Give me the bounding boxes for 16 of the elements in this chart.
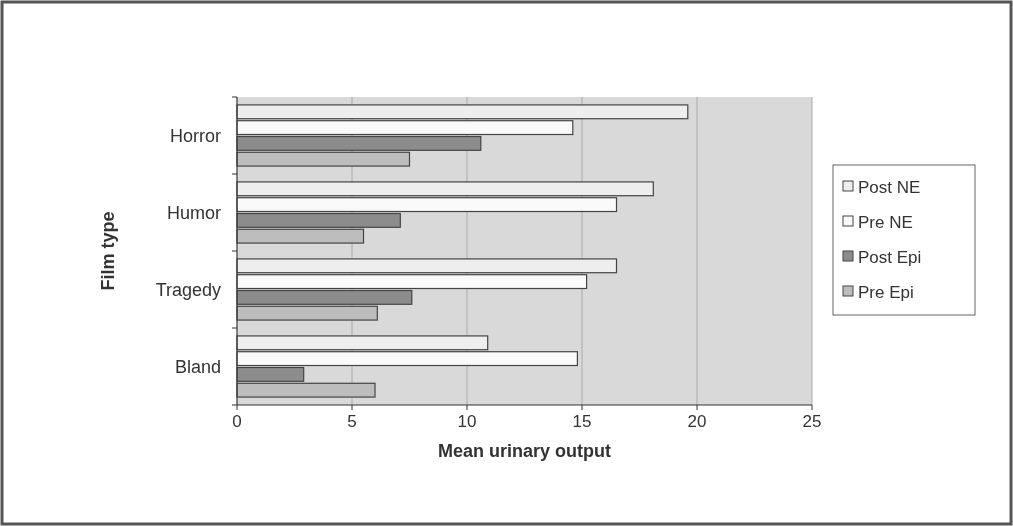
x-tick-label: 10 (457, 412, 477, 431)
y-tick-label: Horror (169, 125, 221, 146)
legend-label: Post NE (858, 178, 921, 197)
y-tick-label: Bland (174, 356, 221, 377)
y-axis-title: Film type (98, 211, 118, 291)
x-tick-label: 20 (687, 412, 707, 431)
legend-label: Pre NE (858, 213, 913, 232)
x-tick-label: 0 (232, 412, 242, 431)
x-tick-label: 5 (347, 412, 357, 431)
legend-label: Post Epi (858, 248, 922, 267)
x-axis-title: Mean urinary output (437, 441, 612, 461)
x-tick-label: 25 (802, 412, 822, 431)
y-tick-label: Tragedy (155, 279, 221, 300)
legend-label: Pre Epi (858, 283, 914, 302)
x-tick-label: 15 (572, 412, 592, 431)
y-tick-label: Humor (166, 202, 221, 223)
